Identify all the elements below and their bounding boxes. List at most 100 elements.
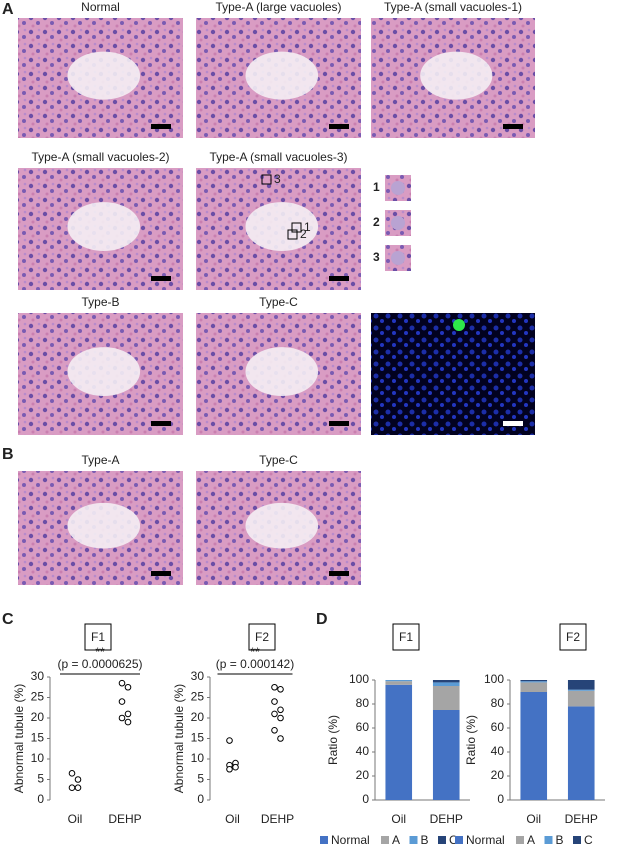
- x-tick-label: DEHP: [261, 812, 294, 826]
- bar-segment: [432, 710, 460, 800]
- inset-vacuole: [391, 251, 405, 265]
- panel-label: C: [2, 611, 14, 628]
- point: [226, 765, 233, 773]
- point: [271, 710, 278, 718]
- bar-segment: [385, 684, 413, 800]
- inset-vacuole: [391, 216, 405, 230]
- micrograph-title: Type-B: [81, 295, 119, 309]
- x-tick-label: Oil: [391, 812, 406, 826]
- y-tick-label: 30: [31, 669, 45, 683]
- title-box: [392, 623, 420, 651]
- point: [68, 784, 76, 792]
- roi-label: 2: [300, 227, 307, 241]
- legend-label: A: [392, 833, 400, 847]
- scale-bar: [151, 276, 171, 281]
- point: [124, 718, 132, 726]
- roi-box: [287, 229, 298, 240]
- roi-box: [261, 174, 272, 185]
- point: [277, 706, 284, 714]
- y-tick-label: 20: [356, 768, 370, 782]
- lumen: [67, 51, 141, 100]
- lumen: [67, 202, 141, 251]
- micrograph-title: Type-A (small vacuoles-3): [209, 150, 347, 164]
- chart-title: F1: [91, 630, 105, 644]
- legend-label: B: [556, 833, 564, 847]
- lumen: [67, 347, 141, 396]
- y-axis-label: Ratio (%): [326, 715, 340, 765]
- scale-bar: [329, 124, 349, 129]
- legend-label: B: [421, 833, 429, 847]
- point: [271, 727, 278, 734]
- chart-title: F2: [566, 630, 580, 644]
- title-box: [248, 623, 276, 651]
- legend-label: Normal: [331, 833, 370, 847]
- signal: [453, 319, 465, 331]
- point: [74, 784, 82, 792]
- y-tick-label: 20: [31, 710, 45, 724]
- x-tick-label: Oil: [526, 812, 541, 826]
- micrograph-title: Type-A: [81, 453, 119, 467]
- bar-segment: [432, 680, 460, 683]
- legend-swatch: [544, 836, 553, 844]
- micrograph-title: Type-C: [259, 295, 298, 309]
- bar-segment: [567, 689, 595, 691]
- bar-segment: [567, 680, 595, 690]
- lumen: [245, 51, 319, 100]
- chart-title: F2: [255, 630, 269, 644]
- y-tick-label: 15: [191, 731, 205, 745]
- y-tick-label: 10: [31, 751, 45, 765]
- point: [118, 679, 126, 687]
- bar-segment: [520, 692, 548, 800]
- point: [124, 710, 132, 718]
- point: [271, 683, 278, 691]
- point: [271, 698, 278, 705]
- panel-label: B: [2, 446, 14, 463]
- lumen: [245, 502, 319, 549]
- roi-label: 1: [304, 220, 311, 234]
- scale-bar: [503, 421, 523, 426]
- y-tick-label: 5: [37, 772, 44, 786]
- point: [277, 686, 284, 693]
- bar-segment: [567, 706, 595, 800]
- bar-segment: [520, 680, 548, 682]
- x-tick-label: Oil: [225, 812, 240, 826]
- y-tick-label: 10: [191, 751, 205, 765]
- y-tick-label: 25: [191, 690, 205, 704]
- legend-swatch: [573, 836, 581, 844]
- title-box: [559, 623, 587, 651]
- scale-bar: [329, 571, 349, 576]
- point: [74, 776, 82, 783]
- micrograph-title: Type-A (small vacuoles-1): [384, 0, 522, 14]
- annotation: (p = 0.0000625): [57, 657, 142, 671]
- legend-swatch: [409, 836, 418, 844]
- y-tick-label: 30: [191, 669, 205, 683]
- scale-bar: [151, 421, 171, 426]
- x-tick-label: DEHP: [430, 812, 463, 826]
- micrograph-title: Type-C: [259, 453, 298, 467]
- y-tick-label: 20: [491, 768, 505, 782]
- legend-swatch: [516, 836, 524, 844]
- y-tick-label: 0: [497, 792, 504, 806]
- y-tick-label: 80: [491, 696, 505, 710]
- y-tick-label: 60: [356, 720, 370, 734]
- point: [124, 683, 132, 691]
- y-tick-label: 0: [37, 792, 44, 806]
- micrograph: [371, 313, 535, 435]
- y-axis-label: Ratio (%): [464, 715, 478, 765]
- significance: **: [95, 645, 105, 659]
- scale-bar: [151, 571, 171, 576]
- legend-label: C: [584, 833, 593, 847]
- legend-swatch: [381, 836, 389, 844]
- lumen: [245, 347, 319, 396]
- legend-swatch: [455, 836, 463, 844]
- x-tick-label: DEHP: [108, 812, 141, 826]
- point: [277, 714, 284, 722]
- bar-segment: [520, 682, 548, 692]
- y-tick-label: 25: [31, 690, 45, 704]
- point: [277, 735, 284, 742]
- x-tick-label: Oil: [68, 812, 83, 826]
- scale-bar: [151, 124, 171, 129]
- micrograph-title: Type-A (small vacuoles-2): [31, 150, 169, 164]
- point: [68, 770, 76, 777]
- x-tick-label: DEHP: [565, 812, 598, 826]
